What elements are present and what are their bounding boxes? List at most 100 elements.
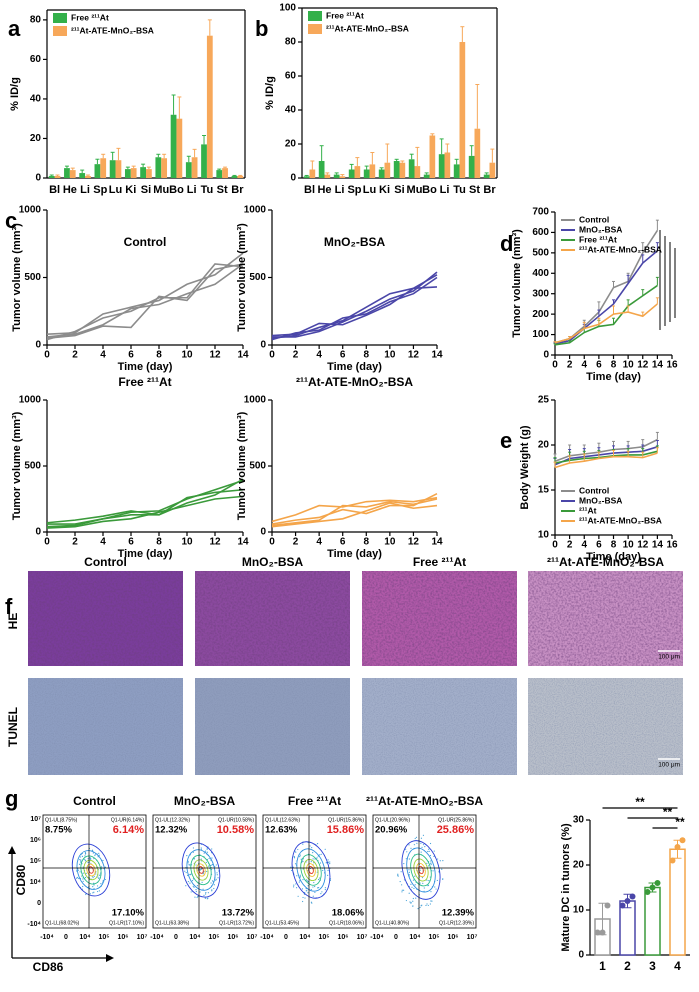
flow-event (187, 862, 189, 864)
flow-event (96, 885, 99, 887)
flow-event (297, 895, 299, 897)
flow-event (206, 851, 209, 853)
flow-event (312, 858, 314, 860)
flow-event (421, 846, 423, 848)
flow-event (312, 895, 314, 897)
x-tick-label: 14 (237, 537, 249, 548)
x-tick-label: 14 (431, 350, 443, 361)
flow-event (414, 884, 416, 886)
y-tick-label: 80 (30, 15, 42, 26)
line (554, 446, 658, 466)
flow-x-tick: 10⁴ (79, 934, 91, 941)
flow-event (397, 873, 399, 875)
x-tick-label: 6 (596, 360, 602, 371)
flow-event (401, 884, 403, 886)
y-axis-label: % ID/g (264, 76, 276, 110)
flow-event (87, 858, 89, 860)
bar (669, 848, 686, 956)
flow-event (292, 886, 295, 888)
line (554, 438, 658, 462)
flow-event (295, 883, 297, 885)
bar (363, 169, 370, 178)
x-tick-label: 12 (637, 360, 649, 371)
flow-event (98, 890, 100, 892)
flow-event (300, 858, 302, 860)
y-tick-label: 40 (285, 105, 297, 116)
flow-contour (86, 863, 96, 877)
flow-event (100, 883, 102, 885)
bar (444, 152, 451, 178)
bar (619, 900, 636, 956)
flow-plot (42, 814, 147, 929)
y-axis-label: Tumor volume (mm³) (236, 411, 248, 520)
flow-event (411, 886, 413, 888)
legend-label: MnO₂-BSA (579, 224, 622, 234)
flow-event (290, 866, 292, 868)
x-tick-label: 4 (581, 540, 587, 551)
y-tick-label: 500 (24, 272, 41, 283)
flow-event (408, 869, 410, 871)
flow-event (195, 889, 197, 891)
flow-contour (196, 863, 206, 877)
flow-event (205, 861, 207, 864)
flow-event (439, 860, 441, 862)
gate-label: Q1-UR(25.86%) (438, 817, 474, 823)
flow-x-tick: 10⁷ (137, 934, 148, 941)
he-texture (195, 571, 350, 666)
flow-event (417, 908, 419, 910)
bar (161, 158, 168, 178)
significance-label: ** (635, 795, 645, 809)
x-tick-label: 2 (72, 537, 78, 548)
flow-event (408, 871, 411, 873)
line (554, 250, 658, 345)
flow-event (97, 876, 99, 878)
flow-event (82, 872, 84, 874)
flow-event (413, 844, 416, 846)
line (46, 495, 244, 529)
tunel-texture (195, 678, 350, 775)
flow-event (430, 862, 432, 864)
x-tick-label: 0 (269, 350, 275, 361)
line (46, 263, 244, 338)
flow-event (192, 851, 194, 853)
flow-event (316, 871, 318, 873)
flow-event (434, 886, 436, 888)
flow-event (299, 856, 301, 858)
y-tick-label: 500 (249, 461, 266, 472)
y-axis-label: Tumor volume (mm³) (11, 411, 23, 520)
quadrant-percent: 12.39% (442, 908, 475, 919)
quadrant-percent: 20.96% (375, 825, 408, 836)
bar (303, 176, 310, 178)
flow-event (78, 877, 80, 880)
y-axis-label: Tumor volume (mm³) (11, 223, 23, 332)
y-tick-label: 1000 (19, 395, 42, 406)
flow-event (423, 887, 425, 889)
flow-event (217, 877, 219, 879)
flow-event (400, 871, 402, 873)
flow-event (408, 892, 410, 894)
flow-event (203, 894, 205, 896)
x-tick-label: 0 (44, 537, 50, 548)
quadrant-percent: 6.14% (113, 824, 144, 836)
flow-event (316, 843, 319, 845)
flow-event (189, 882, 191, 884)
he-texture (362, 571, 517, 666)
flow-y-tick: 10⁷ (30, 816, 41, 823)
flow-event (207, 892, 210, 894)
flow-contour (410, 853, 432, 887)
flow-event (93, 884, 95, 886)
panel-label: b (255, 16, 268, 41)
flow-event (215, 864, 217, 866)
y-axis-label: % ID/g (9, 77, 21, 111)
bar (309, 169, 316, 178)
x-tick-label: 12 (408, 537, 420, 548)
x-tick-label: Mu (153, 184, 169, 196)
x-tick-label: Bl (304, 184, 315, 196)
flow-event (404, 848, 407, 850)
data-point (644, 889, 651, 895)
x-tick-label: Si (394, 184, 404, 196)
legend-label: Control (579, 214, 609, 224)
flow-event (306, 880, 309, 882)
gate-label: Q1-UL(12.63%) (265, 817, 300, 823)
flow-event (78, 863, 81, 865)
